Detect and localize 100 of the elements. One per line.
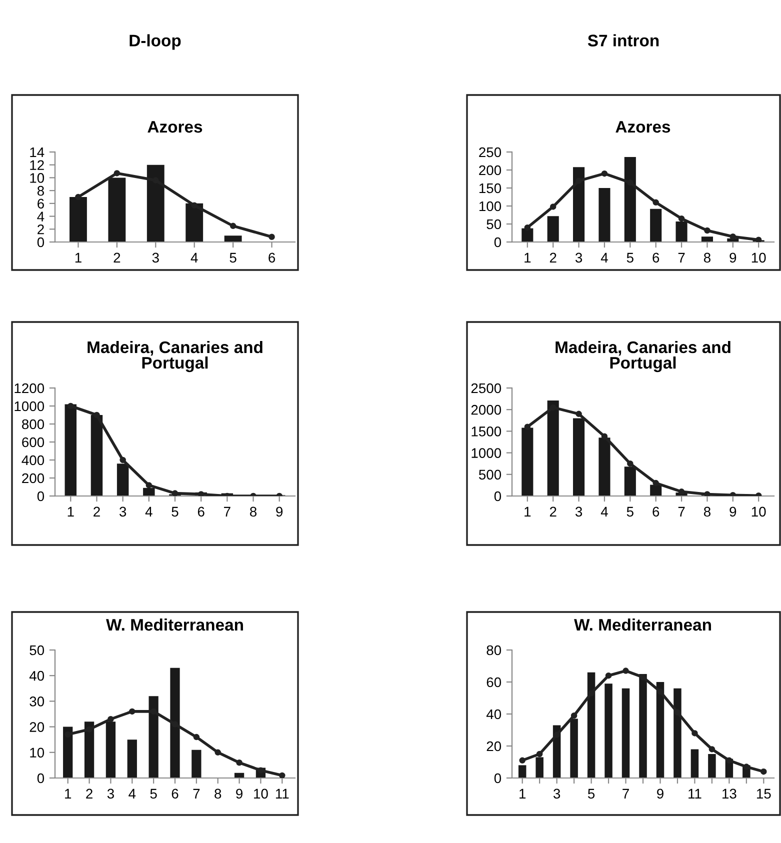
y-tick-label: 0	[494, 237, 502, 248]
y-tick-label: 1200	[14, 383, 44, 394]
y-tick-label: 40	[29, 670, 44, 681]
y-tick-label: 800	[22, 419, 44, 430]
x-tick-label: 10	[752, 252, 766, 263]
x-tick-label: 3	[107, 788, 114, 799]
x-tick-label: 5	[172, 506, 178, 517]
x-tick-label: 4	[190, 252, 198, 262]
text: D-loop	[130, 34, 181, 50]
y-tick-label: 4	[37, 212, 44, 222]
y-tick-label: 20	[486, 741, 502, 752]
y-tick-label: 1000	[472, 448, 502, 458]
chart-title: Madeira, Canaries and Portugal	[556, 340, 730, 372]
x-tick-label: 13	[722, 788, 736, 799]
x-tick-label: 9	[276, 506, 283, 517]
y-tick-label: 0	[37, 773, 44, 784]
x-tick-label: 7	[678, 506, 685, 516]
y-tick-label: 2000	[471, 404, 502, 415]
x-tick-label: 2	[550, 506, 556, 516]
y-tick-label: 200	[479, 165, 502, 176]
x-tick-label: 3	[553, 788, 560, 799]
y-tick-label: 1000	[14, 401, 44, 412]
x-tick-label: 9	[657, 788, 664, 799]
y-tick-label: 20	[30, 722, 44, 732]
x-tick-label: 10	[254, 788, 268, 799]
x-tick-label: 1	[524, 506, 531, 516]
x-tick-label: 7	[678, 252, 685, 262]
y-tick-label: 8	[37, 186, 44, 196]
x-tick-label: 9	[730, 506, 736, 517]
x-tick-label: 5	[626, 506, 634, 517]
x-tick-label: 1	[524, 252, 531, 262]
x-tick-label: 5	[626, 252, 634, 263]
y-tick-label: 12	[30, 160, 44, 170]
y-tick-label: 40	[486, 709, 502, 720]
y-tick-label: 14	[30, 147, 44, 158]
x-tick-label: 4	[128, 788, 136, 798]
x-tick-label: 5	[150, 788, 157, 799]
x-tick-label: 6	[652, 506, 660, 517]
y-tick-label: 2500	[471, 383, 502, 394]
x-tick-label: 5	[588, 788, 595, 799]
y-tick-label: 10	[30, 173, 44, 183]
chart-title: Azores	[616, 121, 670, 133]
chart-title: Madeira, Canaries and Portugal	[88, 340, 262, 372]
x-tick-label: 1	[75, 252, 82, 262]
y-tick-label: 600	[22, 437, 44, 448]
x-tick-label: 1	[65, 788, 72, 798]
x-tick-label: 2	[86, 788, 92, 798]
y-tick-label: 50	[486, 219, 502, 230]
y-tick-label: 0	[494, 773, 502, 784]
y-tick-label: 50	[30, 645, 44, 656]
x-tick-label: 10	[752, 506, 766, 517]
x-tick-label: 5	[230, 252, 236, 263]
y-tick-label: 0	[37, 491, 44, 502]
y-tick-label: 400	[22, 455, 44, 466]
text: S7 intron	[588, 34, 659, 46]
x-tick-label: 8	[704, 506, 710, 517]
x-tick-label: 1	[68, 506, 74, 516]
x-tick-label: 3	[119, 506, 126, 517]
y-tick-label: 0	[37, 237, 44, 248]
y-tick-label: 150	[479, 183, 502, 194]
chart-title: Azores	[148, 121, 202, 133]
x-tick-label: 2	[114, 252, 120, 262]
y-tick-label: 10	[30, 748, 44, 758]
y-tick-label: 60	[486, 677, 502, 688]
y-tick-label: 6	[38, 198, 44, 209]
x-tick-label: 3	[575, 252, 582, 263]
x-tick-label: 1	[520, 788, 526, 798]
x-tick-label: 2	[550, 252, 556, 262]
y-tick-label: 250	[479, 147, 502, 158]
chart-title: W. Mediterranean	[574, 618, 711, 631]
x-tick-label: 3	[575, 506, 582, 517]
x-tick-label: 8	[214, 788, 222, 799]
y-tick-label: 100	[479, 201, 502, 212]
x-tick-label: 8	[704, 252, 710, 263]
x-tick-label: 11	[688, 788, 702, 798]
x-tick-label: 7	[193, 788, 200, 798]
y-tick-label: 500	[478, 470, 502, 480]
x-tick-label: 9	[236, 788, 242, 799]
x-tick-label: 9	[730, 252, 736, 263]
y-tick-label: 2	[38, 224, 44, 234]
x-tick-label: 4	[600, 506, 608, 516]
x-tick-label: 4	[600, 252, 608, 262]
y-tick-label: 80	[486, 645, 502, 656]
x-tick-label: 7	[224, 506, 230, 516]
x-tick-label: 4	[145, 506, 152, 516]
chart-title: W. Mediterranean	[106, 618, 243, 631]
x-tick-label: 6	[198, 506, 204, 517]
x-tick-label: 2	[94, 506, 100, 516]
y-tick-label: 30	[30, 696, 44, 706]
x-tick-label: 7	[622, 788, 629, 798]
x-tick-label: 6	[172, 788, 178, 799]
x-tick-label: 8	[250, 506, 257, 517]
x-tick-label: 15	[756, 788, 771, 799]
y-tick-label: 200	[22, 473, 44, 484]
x-tick-label: 3	[152, 252, 159, 263]
y-tick-label: 0	[494, 491, 502, 502]
y-tick-label: 1500	[472, 426, 502, 436]
x-tick-label: 6	[652, 252, 660, 263]
x-tick-label: 11	[276, 788, 289, 798]
x-tick-label: 6	[268, 252, 276, 263]
